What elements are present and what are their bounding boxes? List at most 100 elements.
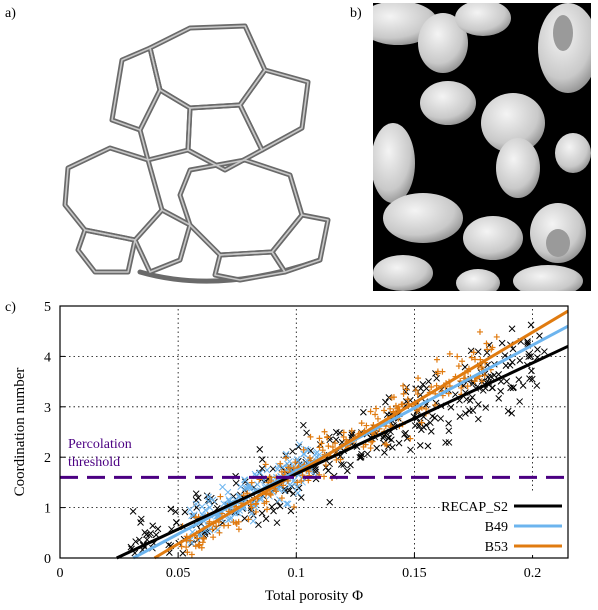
scatter-point [209,526,216,533]
scatter-point [348,427,355,434]
scatter-point [478,378,485,385]
scatter-point [289,447,296,455]
scatter-point [478,364,485,371]
scatter-point [300,446,307,453]
scatter-point [416,442,424,449]
scatter-point [276,502,284,510]
scatter-point [292,459,299,466]
scatter-point [508,409,516,417]
scatter-point [357,454,365,461]
scatter-point [241,484,249,492]
scatter-point [340,433,347,440]
scatter-point [388,436,395,444]
scatter-point [247,501,254,508]
scatter-point [172,508,179,516]
scatter-point [419,381,427,388]
scatter-point [387,405,394,412]
scatter-point [300,421,307,429]
scatter-point [322,462,329,469]
scatter-point [267,490,274,497]
scatter-point [481,372,488,379]
y-tick-label: 3 [44,401,51,416]
y-tick-label: 4 [44,350,51,365]
scatter-point [235,526,242,533]
scatter-point [299,478,306,486]
scatter-point [316,441,324,448]
scatter-point [541,348,548,355]
scatter-point [143,531,150,538]
scatter-point [252,508,259,515]
scatter-point [258,509,266,517]
scatter-point [428,384,435,391]
scatter-point [534,346,541,353]
scatter-point [181,508,189,516]
scatter-point [200,535,207,542]
scatter-point [373,444,381,452]
legend-label: B53 [485,540,508,555]
scatter-point [497,387,505,395]
scatter-point [129,507,137,515]
y-tick-labels: 0 1 2 3 4 5 [44,300,65,567]
scatter-point [285,464,292,471]
scatter-point [257,496,264,504]
scatter-point [424,442,432,450]
scatter-point [137,519,144,526]
scatter-point [340,461,348,469]
scatter-point [316,435,323,442]
panel-label-b: b) [350,6,362,21]
y-tick-label: 0 [44,552,51,567]
x-tick-label: 0 [57,566,64,581]
scatter-point [418,419,425,426]
scatter-point [206,504,214,511]
scatter-point [498,339,506,347]
scatter-point [192,490,200,498]
scatter-point [241,476,248,484]
scatter-point [445,427,453,435]
scatter-point [280,482,287,489]
scatter-point [321,428,328,435]
panel-label-c: c) [5,300,16,315]
scatter-point [241,515,249,522]
scatter-point [332,428,340,436]
scatter-point [504,407,512,415]
panel-label-a: a) [5,6,16,21]
foam-structure-image [62,23,331,284]
fit-line [153,309,569,560]
scatter-point [407,435,414,442]
scatter-point [275,485,283,492]
scatter-point [402,429,409,437]
scatter-point [454,353,461,360]
y-tick-label: 2 [44,451,51,466]
scatter-point [403,386,410,393]
scatter-point [502,362,510,369]
scatter-point [433,356,440,363]
scatter-point [474,348,482,356]
scatter-point [210,534,217,541]
pore-space-image [373,3,591,291]
scatter-point [516,357,524,364]
scatter-point [382,398,389,406]
scatter-point [489,344,496,351]
scatter-point [154,525,162,533]
scatter-point [400,390,407,397]
scatter-point [280,487,288,494]
scatter-point [179,549,187,557]
scatter-point [205,497,212,505]
scatter-point [321,473,328,480]
scatter-point [412,387,419,394]
y-tick-label: 1 [44,502,51,517]
scatter-point [516,398,524,405]
scatter-point [372,411,379,418]
scatter-point [332,440,339,447]
scatter-point [248,504,255,511]
scatter-point [296,441,303,448]
scatter-point [445,420,452,427]
x-tick-label: 0.05 [166,566,191,581]
scatter-point [263,498,270,505]
scatter-point [475,400,482,408]
scatter-point [299,472,306,479]
scatter-point [318,440,325,447]
scatter-point [332,436,340,444]
scatter-point [273,519,281,527]
scatter-point [285,487,293,495]
